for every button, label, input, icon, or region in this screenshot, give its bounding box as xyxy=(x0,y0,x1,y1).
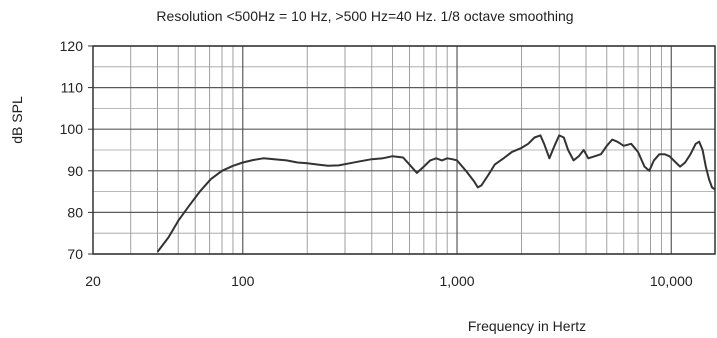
x-tick-label: 1,000 xyxy=(439,273,474,289)
y-tick-labels: 70 80 90 100 110 120 xyxy=(60,38,93,262)
series-line xyxy=(156,134,716,253)
y-tick-label: 100 xyxy=(60,121,84,137)
x-tick-label: 20 xyxy=(85,273,101,289)
x-axis-label: Frequency in Hertz xyxy=(468,318,586,334)
y-tick-label: 90 xyxy=(67,163,83,179)
minor-grid xyxy=(93,46,715,254)
x-tick-labels: 20 100 1,000 10,000 xyxy=(85,273,693,289)
x-tick-label: 100 xyxy=(231,273,255,289)
y-tick-label: 70 xyxy=(67,246,83,262)
y-tick-label: 110 xyxy=(61,80,84,96)
plot-frame xyxy=(92,45,716,255)
y-tick-label: 120 xyxy=(60,38,84,54)
chart-title: Resolution <500Hz = 10 Hz, >500 Hz=40 Hz… xyxy=(156,8,573,24)
x-tick-label: 10,000 xyxy=(650,273,693,289)
y-tick-label: 80 xyxy=(67,204,83,220)
y-axis-label: dB SPL xyxy=(9,96,25,144)
